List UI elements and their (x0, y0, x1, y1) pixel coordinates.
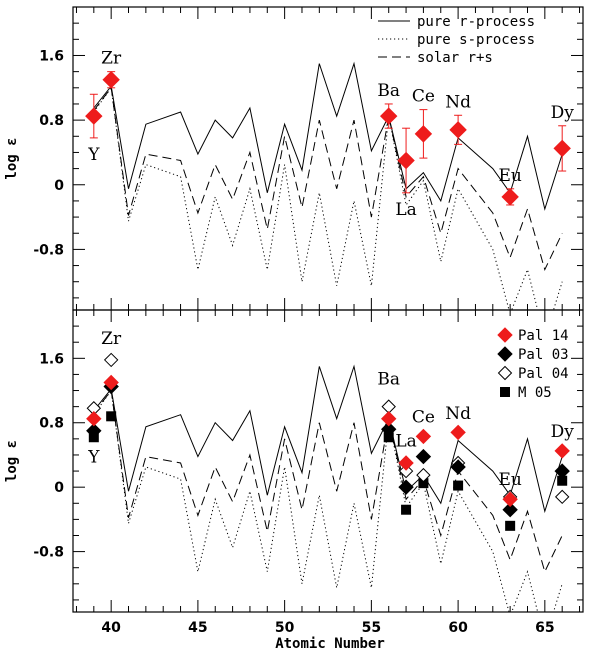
x-tick-label: 60 (448, 620, 468, 636)
data-point (401, 504, 412, 515)
legend-label: pure r-process (417, 14, 535, 30)
x-tick-label: 65 (535, 620, 554, 636)
element-label-la: La (395, 431, 416, 451)
y-axis-label: log ε (4, 137, 20, 179)
curve-pure-s-process (93, 389, 563, 612)
element-label-y: Y (87, 145, 100, 165)
data-point (450, 459, 466, 475)
data-point-la (397, 151, 415, 170)
element-label-ba: Ba (377, 81, 400, 101)
data-point-eu (501, 188, 519, 206)
x-tick-label: 45 (188, 620, 207, 636)
legend-label: solar r+s (417, 50, 493, 66)
legend-label: pure s-process (417, 32, 535, 48)
element-label-dy: Dy (551, 422, 575, 442)
bottom-panel: 40 45 50 55 60 65 -0.8 0 0.8 1.6 log ε Zr Y Ba La Ce Nd E… (4, 309, 584, 636)
legend-label: Pal 04 (518, 366, 569, 382)
x-axis-label: Atomic Number (275, 636, 385, 652)
y-tick-label: -0.8 (33, 242, 64, 258)
x-tick-label: 40 (101, 620, 121, 636)
element-label-ce: Ce (412, 407, 435, 427)
curve-solar-r-s (93, 86, 563, 272)
element-label-nd: Nd (445, 404, 471, 424)
data-point (381, 411, 397, 427)
element-label-zr: Zr (101, 49, 122, 69)
data-point (505, 520, 516, 531)
data-point (398, 479, 414, 495)
plot-frame (72, 6, 584, 311)
model-curves (93, 61, 563, 310)
data-point (554, 489, 570, 505)
data-point-ce (414, 125, 433, 143)
data-point-ba (380, 107, 398, 125)
data-point (453, 480, 464, 491)
plot-frame (72, 309, 584, 613)
data-point (383, 432, 394, 443)
curve-pure-r-process (93, 61, 563, 211)
data-point (418, 478, 429, 489)
data-point (502, 491, 518, 507)
y-tick-label: -0.8 (33, 545, 64, 561)
y-tick-label: 1.6 (39, 48, 64, 64)
top-panel: -0.8 0 0.8 1.6 log ε pure r-process pure s-pro… (4, 6, 584, 311)
data-point (557, 475, 568, 486)
element-label-dy: Dy (551, 103, 575, 123)
element-label-eu: Eu (498, 470, 521, 490)
data-point-nd (449, 121, 467, 139)
data-point (415, 448, 432, 465)
series-pal-03 (86, 378, 570, 518)
data-point (416, 467, 431, 483)
data-point (86, 423, 102, 439)
x-tick-label: 55 (362, 620, 381, 636)
legend-marker (497, 346, 513, 362)
data-point (554, 443, 570, 459)
x-tick-label: 50 (275, 620, 295, 636)
y-tick-label: 0 (54, 480, 64, 496)
data-point-zr (102, 71, 120, 89)
element-label-la: La (395, 200, 416, 220)
data-point (106, 411, 117, 422)
data-point-dy (553, 139, 571, 158)
y-tick-label: 0.8 (39, 113, 64, 129)
data-point (502, 502, 518, 518)
series-pal-14 (86, 374, 570, 507)
y-tick-label: 1.6 (39, 351, 64, 367)
element-label-zr: Zr (101, 329, 122, 349)
data-point (450, 424, 466, 441)
element-label-y: Y (87, 448, 100, 468)
data-point-y (85, 107, 103, 125)
element-label-eu: Eu (498, 166, 521, 186)
data-point (398, 455, 414, 471)
data-point (103, 374, 119, 391)
curve-pure-r-process (93, 364, 563, 514)
pal14-points: Y Zr Ba La Ce Nd Eu Dy (85, 49, 575, 220)
legend-label: Pal 14 (518, 328, 569, 344)
curve-pure-s-process (93, 86, 563, 310)
data-point (398, 463, 414, 479)
data-point (86, 411, 102, 427)
data-point (103, 352, 119, 368)
data-point (381, 421, 397, 437)
element-label-nd: Nd (445, 92, 471, 112)
model-curves (93, 364, 563, 612)
data-point (415, 428, 432, 445)
legend-marker (497, 365, 513, 381)
element-label-ce: Ce (412, 87, 435, 107)
y-tick-label: 0 (54, 178, 64, 194)
series-pal-04 (86, 352, 570, 505)
curve-solar-r-s (93, 389, 563, 574)
series-m-05 (88, 411, 568, 531)
legend-label: Pal 03 (518, 347, 569, 363)
element-label-ba: Ba (377, 369, 400, 389)
y-axis-label: log ε (4, 440, 20, 482)
legend-marker (497, 327, 513, 343)
y-tick-label: 0.8 (39, 416, 64, 432)
data-point (554, 463, 570, 479)
legend-marker (500, 387, 510, 397)
legend-label: M 05 (518, 385, 552, 401)
